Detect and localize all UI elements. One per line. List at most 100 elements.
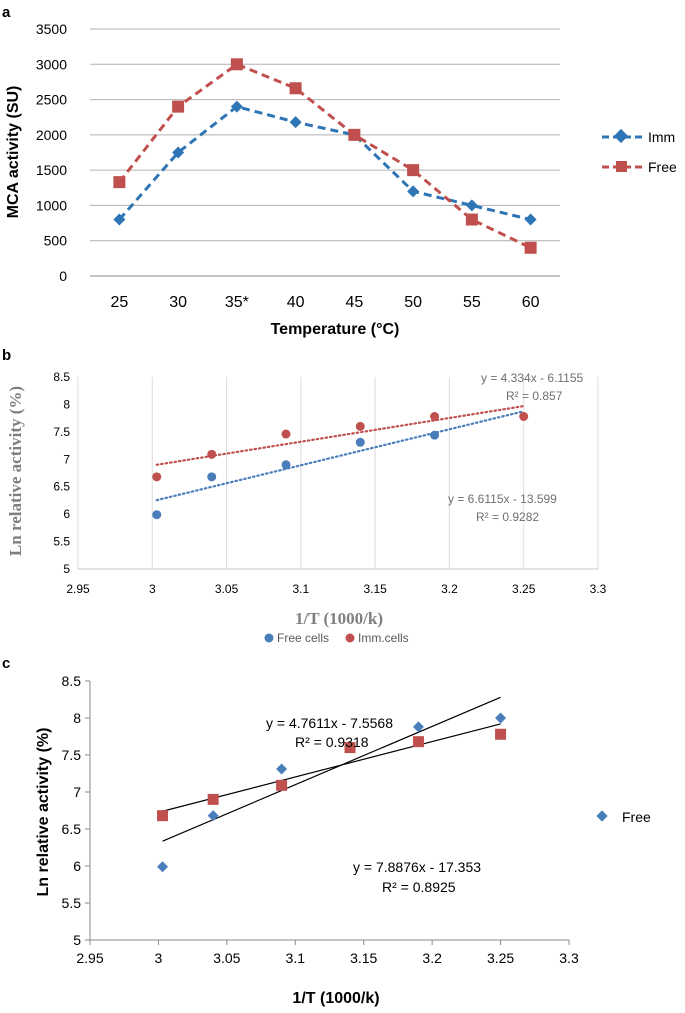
y-tick-label: 7 — [73, 784, 81, 800]
trendline-free — [162, 696, 501, 842]
point-imm — [230, 100, 243, 113]
y-tick-label: 500 — [44, 233, 68, 249]
y-tick-label: 5 — [73, 932, 81, 948]
point-imm-cells — [430, 411, 440, 421]
legend-free-label-c: Free — [622, 809, 651, 825]
legend-imm-label: Imm — [648, 129, 675, 145]
point-imm — [524, 213, 537, 226]
point-imm — [207, 793, 219, 805]
point-free — [495, 712, 507, 724]
point-imm-cells — [355, 421, 365, 431]
point-free — [230, 58, 243, 71]
y-tick-label: 3500 — [36, 21, 67, 37]
point-free — [348, 128, 361, 141]
x-tick-label: 3.15 — [363, 582, 387, 596]
panel-c-trendlines — [162, 696, 501, 842]
point-free — [276, 763, 288, 775]
panel-c-trend-r2-2: R² = 0.8925 — [382, 879, 456, 895]
x-tick-label: 40 — [287, 294, 305, 311]
panel-b-y-axis-label: Ln relative activity (%) — [6, 386, 25, 556]
y-tick-label: 0 — [59, 268, 67, 284]
x-tick-label: 3.1 — [293, 582, 310, 596]
panel-a-legend: Imm Free — [602, 128, 677, 175]
y-tick-label: 6.5 — [53, 480, 70, 494]
series-line-free — [118, 62, 532, 250]
legend-imm-diamond-icon — [613, 128, 629, 144]
y-tick-label: 5 — [63, 562, 70, 576]
panel-a-x-ticks: 25 30 35* 40 45 50 55 60 — [110, 294, 539, 311]
y-tick-label: 2000 — [36, 127, 67, 143]
panel-a-x-axis-label: Temperature (°C) — [271, 321, 400, 338]
point-free — [465, 213, 478, 226]
panel-a-y-ticks: 0 500 1000 1500 2000 2500 3000 3500 — [36, 21, 67, 284]
x-tick-label: 3.3 — [559, 950, 579, 966]
point-free-cells — [281, 460, 291, 470]
panel-c-x-axis-label: 1/T (1000/k) — [292, 990, 379, 1007]
point-imm — [157, 810, 169, 822]
y-tick-label: 8 — [63, 397, 70, 411]
y-tick-label: 8.5 — [62, 673, 82, 689]
point-free — [412, 721, 424, 733]
y-tick-label: 6 — [63, 507, 70, 521]
panel-b-trendlines — [155, 404, 525, 502]
panel-a-gridlines — [90, 28, 560, 277]
x-tick-label: 2.95 — [66, 582, 90, 596]
y-tick-label: 8.5 — [53, 370, 70, 384]
point-free — [113, 176, 126, 189]
series-line-imm — [118, 104, 531, 222]
x-tick-label: 3.2 — [422, 950, 442, 966]
legend-free-label: Free — [648, 159, 677, 175]
x-tick-label: 50 — [404, 294, 422, 311]
x-tick-label: 3 — [155, 950, 163, 966]
point-imm — [172, 146, 185, 159]
y-tick-label: 7 — [63, 452, 70, 466]
y-tick-label: 1500 — [36, 162, 67, 178]
y-tick-label: 6.5 — [62, 821, 82, 837]
panel-c-legend: Free — [596, 809, 651, 825]
panel-c-y-ticks: 5 5.5 6 6.5 7 7.5 8 8.5 — [62, 673, 90, 948]
x-tick-label: 3.3 — [590, 582, 607, 596]
y-tick-label: 1000 — [36, 197, 67, 213]
x-tick-label: 45 — [345, 294, 363, 311]
point-imm — [289, 116, 302, 129]
point-imm-cells — [207, 449, 217, 459]
x-tick-label: 35* — [225, 294, 249, 311]
panel-a-y-axis-label: MCA activity (SU) — [5, 86, 22, 219]
point-imm — [276, 779, 288, 791]
y-tick-label: 7.5 — [62, 747, 82, 763]
panel-c-trend-r2-1: R² = 0.9318 — [295, 734, 369, 750]
panel-b-legend: Free cells Imm.cells — [264, 631, 409, 645]
point-free-cells — [355, 437, 365, 447]
point-imm — [412, 736, 424, 748]
panel-a-label: a — [2, 4, 11, 21]
point-free-cells — [430, 430, 440, 440]
panel-c-points — [157, 712, 507, 873]
x-tick-label: 3.05 — [213, 950, 240, 966]
point-free — [289, 82, 302, 95]
point-imm — [495, 728, 507, 740]
point-free — [407, 164, 420, 177]
panel-b-x-ticks: 2.95 3 3.05 3.1 3.15 3.2 3.25 3.3 — [66, 582, 606, 596]
x-tick-label: 25 — [110, 294, 128, 311]
panel-a-markers — [113, 58, 537, 254]
legend-free-square-icon — [616, 161, 627, 172]
panel-c-label: c — [2, 655, 10, 672]
point-imm — [465, 199, 478, 212]
point-free — [172, 100, 185, 113]
panel-b-trend-r2-free: R² = 0.9282 — [476, 510, 539, 524]
point-free-cells — [152, 510, 162, 520]
x-tick-label: 3.25 — [512, 582, 536, 596]
trendline-imm-cells — [155, 404, 525, 466]
legend-imm-cells-label: Imm.cells — [358, 631, 409, 645]
y-tick-label: 5.5 — [62, 895, 82, 911]
point-imm-cells — [281, 429, 291, 439]
panel-b-points — [152, 411, 529, 520]
x-tick-label: 3.15 — [350, 950, 377, 966]
trendline-free-cells — [155, 410, 525, 502]
panel-b-x-axis-label: 1/T (1000/k) — [295, 609, 383, 628]
panel-c-x-ticks: 2.95 3 3.05 3.1 3.15 3.2 3.25 3.3 — [76, 940, 579, 966]
panel-b-y-ticks: 5 5.5 6 6.5 7 7.5 8 8.5 — [53, 370, 70, 576]
point-imm-cells — [519, 411, 529, 421]
panel-b-trend-eq-imm: y = 4.334x - 6.1155 — [481, 371, 584, 385]
